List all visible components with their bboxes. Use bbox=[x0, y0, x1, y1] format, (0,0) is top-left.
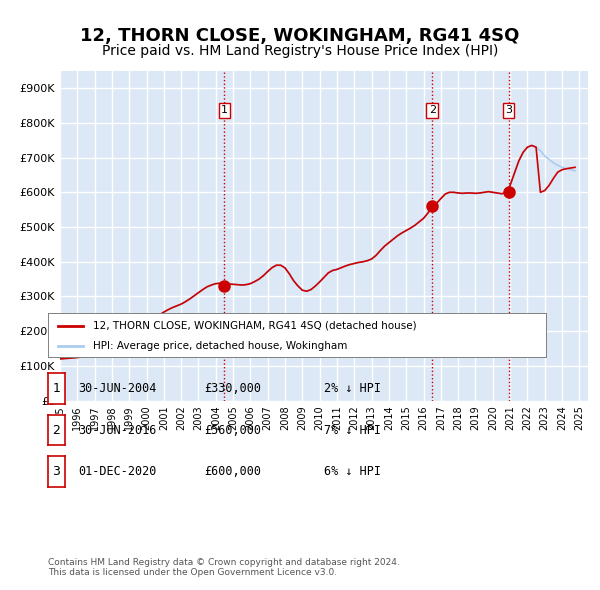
Text: 30-JUN-2016: 30-JUN-2016 bbox=[78, 424, 157, 437]
Text: HPI: Average price, detached house, Wokingham: HPI: Average price, detached house, Woki… bbox=[93, 341, 347, 351]
Text: 2: 2 bbox=[428, 106, 436, 116]
Text: 12, THORN CLOSE, WOKINGHAM, RG41 4SQ (detached house): 12, THORN CLOSE, WOKINGHAM, RG41 4SQ (de… bbox=[93, 321, 416, 331]
Text: 2: 2 bbox=[52, 424, 61, 437]
Text: £600,000: £600,000 bbox=[204, 465, 261, 478]
Text: 6% ↓ HPI: 6% ↓ HPI bbox=[324, 465, 381, 478]
Text: 3: 3 bbox=[52, 465, 61, 478]
Text: 1: 1 bbox=[52, 382, 61, 395]
Text: 2% ↓ HPI: 2% ↓ HPI bbox=[324, 382, 381, 395]
Text: 3: 3 bbox=[505, 106, 512, 116]
Text: 30-JUN-2004: 30-JUN-2004 bbox=[78, 382, 157, 395]
Text: Contains HM Land Registry data © Crown copyright and database right 2024.
This d: Contains HM Land Registry data © Crown c… bbox=[48, 558, 400, 577]
Text: 01-DEC-2020: 01-DEC-2020 bbox=[78, 465, 157, 478]
Text: £330,000: £330,000 bbox=[204, 382, 261, 395]
Text: 12, THORN CLOSE, WOKINGHAM, RG41 4SQ: 12, THORN CLOSE, WOKINGHAM, RG41 4SQ bbox=[80, 27, 520, 45]
Text: £560,000: £560,000 bbox=[204, 424, 261, 437]
Text: 7% ↓ HPI: 7% ↓ HPI bbox=[324, 424, 381, 437]
Text: 1: 1 bbox=[221, 106, 228, 116]
Text: Price paid vs. HM Land Registry's House Price Index (HPI): Price paid vs. HM Land Registry's House … bbox=[102, 44, 498, 58]
